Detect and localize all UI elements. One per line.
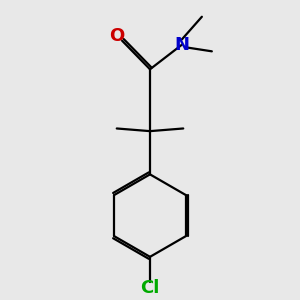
Text: O: O bbox=[109, 27, 124, 45]
Text: N: N bbox=[174, 36, 189, 54]
Text: Cl: Cl bbox=[140, 279, 160, 297]
